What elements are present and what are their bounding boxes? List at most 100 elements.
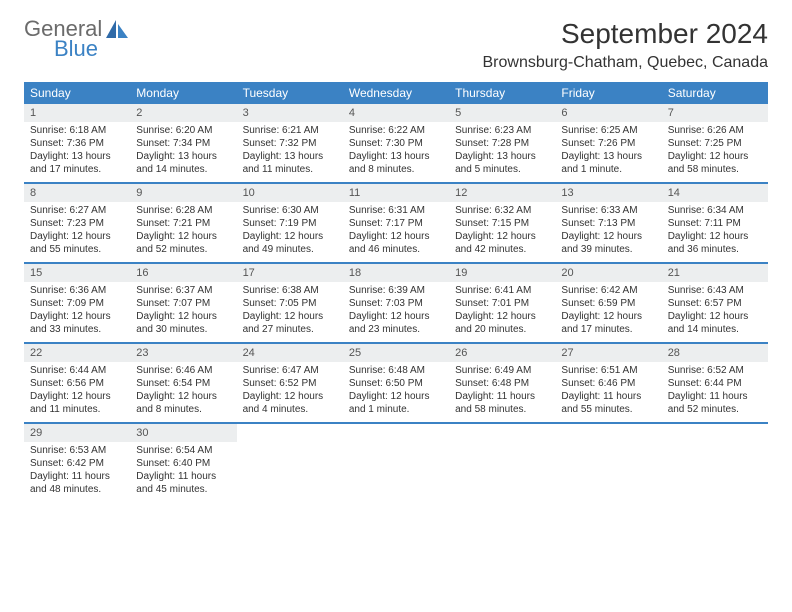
logo: General Blue	[24, 18, 130, 60]
day-line: Sunset: 6:52 PM	[243, 377, 337, 390]
title-block: September 2024 Brownsburg-Chatham, Quebe…	[483, 18, 769, 72]
day-line: Sunset: 7:01 PM	[455, 297, 549, 310]
day-cell: 21 Sunrise: 6:43 AMSunset: 6:57 PMDayligh…	[662, 264, 768, 342]
day-cell: 16Sunrise: 6:37 AMSunset: 7:07 PMDayligh…	[130, 264, 236, 342]
day-line: and 20 minutes.	[455, 323, 549, 336]
day-line: and 36 minutes.	[668, 243, 762, 256]
day-body: Sunrise: 6:48 AMSunset: 6:50 PMDaylight:…	[343, 364, 449, 416]
day-cell	[237, 424, 343, 502]
day-body: Sunrise: 6:43 AMSunset: 6:57 PMDaylight:…	[662, 284, 768, 336]
day-body: Sunrise: 6:31 AMSunset: 7:17 PMDaylight:…	[343, 204, 449, 256]
day-line: and 4 minutes.	[243, 403, 337, 416]
day-cell: 3Sunrise: 6:21 AMSunset: 7:32 PMDaylight…	[237, 104, 343, 182]
day-body: Sunrise: 6:30 AMSunset: 7:19 PMDaylight:…	[237, 204, 343, 256]
day-line: and 33 minutes.	[30, 323, 124, 336]
day-line: Sunset: 7:15 PM	[455, 217, 549, 230]
day-body: Sunrise: 6:49 AMSunset: 6:48 PMDaylight:…	[449, 364, 555, 416]
day-number: 29	[24, 424, 130, 442]
day-line: and 42 minutes.	[455, 243, 549, 256]
day-body: Sunrise: 6:41 AMSunset: 7:01 PMDaylight:…	[449, 284, 555, 336]
day-body: Sunrise: 6:47 AMSunset: 6:52 PMDaylight:…	[237, 364, 343, 416]
week-row: 29Sunrise: 6:53 AMSunset: 6:42 PMDayligh…	[24, 424, 768, 502]
day-line: Sunset: 6:54 PM	[136, 377, 230, 390]
day-line: Sunrise: 6:23 AM	[455, 124, 549, 137]
day-line: Daylight: 12 hours	[30, 230, 124, 243]
day-cell: 17Sunrise: 6:38 AMSunset: 7:05 PMDayligh…	[237, 264, 343, 342]
day-line: Sunset: 7:03 PM	[349, 297, 443, 310]
day-line: Sunrise: 6:18 AM	[30, 124, 124, 137]
day-line: and 17 minutes.	[30, 163, 124, 176]
day-line: Sunset: 7:26 PM	[561, 137, 655, 150]
calendar: SundayMondayTuesdayWednesdayThursdayFrid…	[24, 82, 768, 502]
dow-cell: Saturday	[662, 82, 768, 104]
day-line: Daylight: 12 hours	[668, 150, 762, 163]
day-number: 22	[24, 344, 130, 362]
day-cell: 5Sunrise: 6:23 AMSunset: 7:28 PMDaylight…	[449, 104, 555, 182]
day-number: 6	[555, 104, 661, 122]
day-line: and 14 minutes.	[668, 323, 762, 336]
day-line: Daylight: 12 hours	[136, 390, 230, 403]
day-number: 9	[130, 184, 236, 202]
day-line: and 58 minutes.	[668, 163, 762, 176]
day-line: Sunrise: 6:20 AM	[136, 124, 230, 137]
day-cell: 26 Sunrise: 6:49 AMSunset: 6:48 PMDayligh…	[449, 344, 555, 422]
day-line: Daylight: 12 hours	[243, 230, 337, 243]
day-number: 8	[24, 184, 130, 202]
month-title: September 2024	[483, 18, 769, 50]
day-number: 4	[343, 104, 449, 122]
day-line: Daylight: 11 hours	[668, 390, 762, 403]
day-line: Sunset: 6:42 PM	[30, 457, 124, 470]
day-cell: 19Sunrise: 6:41 AMSunset: 7:01 PMDayligh…	[449, 264, 555, 342]
day-number: 30	[130, 424, 236, 442]
day-cell: 4Sunrise: 6:22 AMSunset: 7:30 PMDaylight…	[343, 104, 449, 182]
day-line: Sunrise: 6:46 AM	[136, 364, 230, 377]
day-line: and 45 minutes.	[136, 483, 230, 496]
day-line: Sunrise: 6:54 AM	[136, 444, 230, 457]
week-row: 22Sunrise: 6:44 AMSunset: 6:56 PMDayligh…	[24, 344, 768, 424]
day-line: Sunrise: 6:36 AM	[30, 284, 124, 297]
day-line: and 52 minutes.	[136, 243, 230, 256]
day-line: Sunset: 7:17 PM	[349, 217, 443, 230]
day-cell: 15Sunrise: 6:36 AMSunset: 7:09 PMDayligh…	[24, 264, 130, 342]
day-number: 3	[237, 104, 343, 122]
day-line: Daylight: 12 hours	[136, 230, 230, 243]
day-line: Sunset: 7:34 PM	[136, 137, 230, 150]
day-cell: 24Sunrise: 6:47 AMSunset: 6:52 PMDayligh…	[237, 344, 343, 422]
day-number: 20	[555, 264, 661, 282]
day-line: Sunrise: 6:49 AM	[455, 364, 549, 377]
day-line: and 58 minutes.	[455, 403, 549, 416]
day-line: Daylight: 12 hours	[136, 310, 230, 323]
day-line: Sunrise: 6:26 AM	[668, 124, 762, 137]
day-line: Daylight: 12 hours	[455, 230, 549, 243]
day-line: Sunset: 6:50 PM	[349, 377, 443, 390]
day-number: 11	[343, 184, 449, 202]
day-number: 10	[237, 184, 343, 202]
day-body: Sunrise: 6:27 AMSunset: 7:23 PMDaylight:…	[24, 204, 130, 256]
day-line: Daylight: 12 hours	[243, 390, 337, 403]
day-cell: 7Sunrise: 6:26 AMSunset: 7:25 PMDaylight…	[662, 104, 768, 182]
dow-cell: Friday	[555, 82, 661, 104]
day-line: Sunset: 6:46 PM	[561, 377, 655, 390]
day-body: Sunrise: 6:54 AMSunset: 6:40 PMDaylight:…	[130, 444, 236, 496]
day-line: Sunrise: 6:34 AM	[668, 204, 762, 217]
day-line: Sunset: 6:48 PM	[455, 377, 549, 390]
day-line: Sunset: 6:57 PM	[668, 297, 762, 310]
day-line: Sunrise: 6:37 AM	[136, 284, 230, 297]
day-body: Sunrise: 6:52 AMSunset: 6:44 PMDaylight:…	[662, 364, 768, 416]
day-line: Sunrise: 6:25 AM	[561, 124, 655, 137]
day-cell: 2Sunrise: 6:20 AMSunset: 7:34 PMDaylight…	[130, 104, 236, 182]
day-line: Daylight: 11 hours	[136, 470, 230, 483]
day-number: 26	[449, 344, 555, 362]
day-cell: 22Sunrise: 6:44 AMSunset: 6:56 PMDayligh…	[24, 344, 130, 422]
day-line: Daylight: 12 hours	[349, 230, 443, 243]
page-header: General Blue September 2024 Brownsburg-C…	[24, 18, 768, 72]
day-line: and 14 minutes.	[136, 163, 230, 176]
day-line: Sunrise: 6:33 AM	[561, 204, 655, 217]
day-cell: 23Sunrise: 6:46 AMSunset: 6:54 PMDayligh…	[130, 344, 236, 422]
day-line: Sunset: 6:40 PM	[136, 457, 230, 470]
day-number: 21	[662, 264, 768, 282]
sail-icon	[106, 20, 130, 44]
day-line: Daylight: 11 hours	[455, 390, 549, 403]
day-line: Daylight: 11 hours	[30, 470, 124, 483]
day-cell	[555, 424, 661, 502]
